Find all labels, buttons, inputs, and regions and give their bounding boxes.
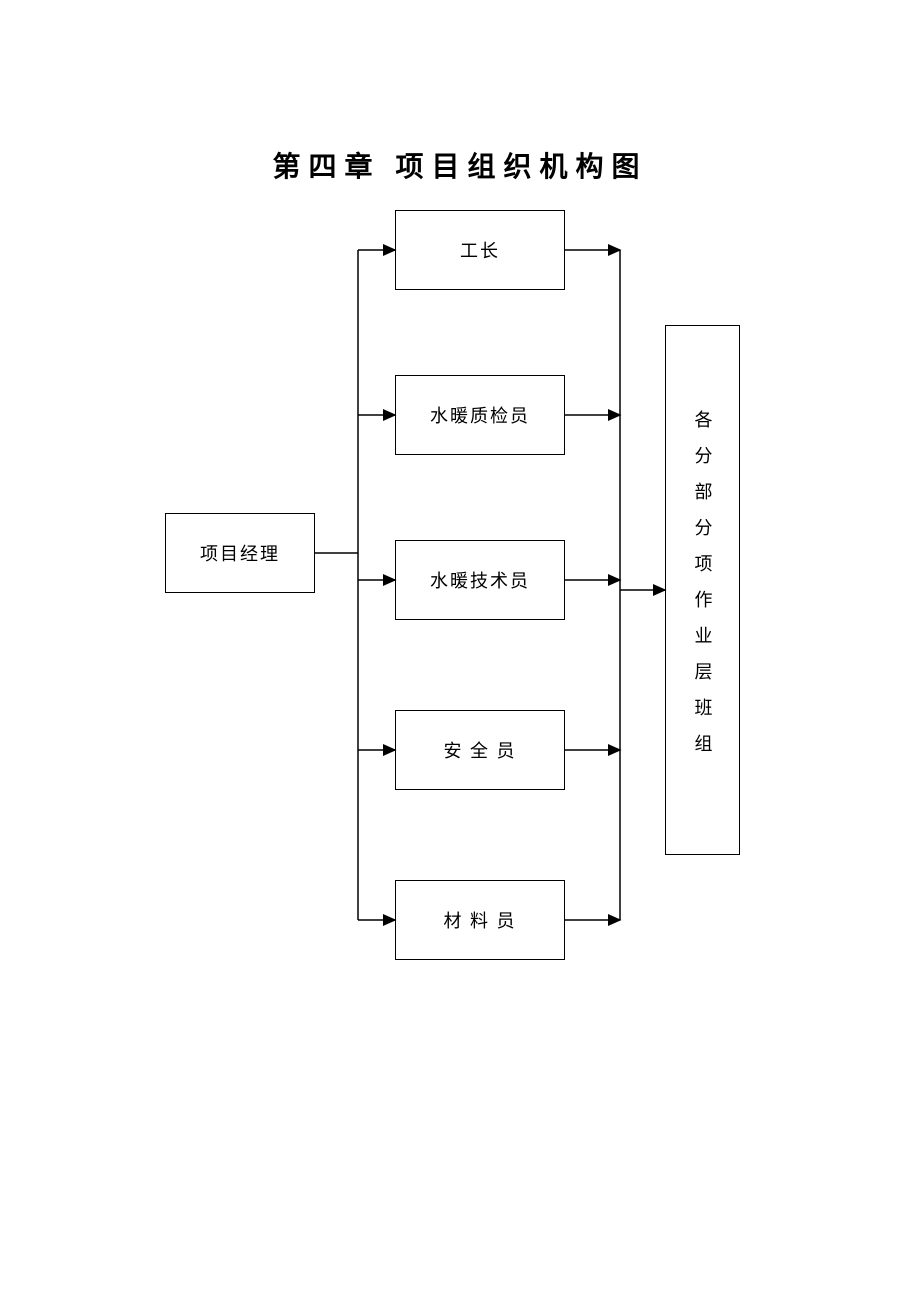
node-foreman-label: 工长 [460, 237, 500, 263]
node-inspector-label: 水暖质检员 [430, 402, 530, 428]
node-technician-label: 水暖技术员 [430, 567, 530, 593]
node-project-manager: 项目经理 [165, 513, 315, 593]
node-project-manager-label: 项目经理 [200, 540, 280, 566]
node-safety: 安 全 员 [395, 710, 565, 790]
node-inspector: 水暖质检员 [395, 375, 565, 455]
node-foreman: 工长 [395, 210, 565, 290]
node-teams-label: 各分部分项作业层班组 [690, 410, 716, 770]
node-material: 材 料 员 [395, 880, 565, 960]
connector-lines [0, 0, 920, 1302]
node-teams: 各分部分项作业层班组 [665, 325, 740, 855]
node-safety-label: 安 全 员 [444, 737, 517, 763]
node-material-label: 材 料 员 [444, 907, 517, 933]
page-title: 第四章 项目组织机构图 [0, 145, 920, 185]
node-technician: 水暖技术员 [395, 540, 565, 620]
